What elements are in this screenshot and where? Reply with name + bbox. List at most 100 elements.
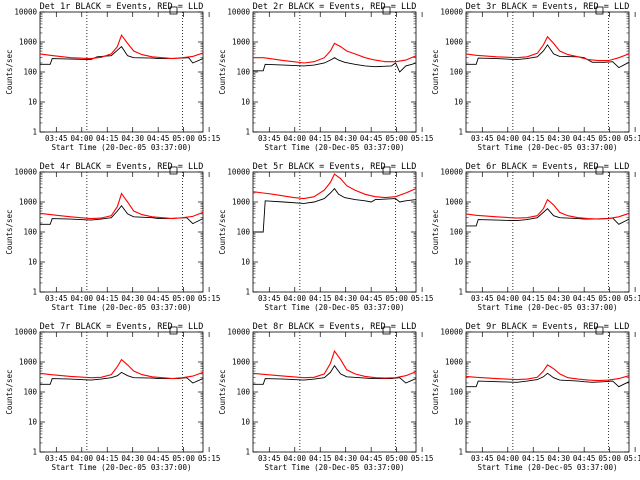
x-tick-label: 03:45: [258, 134, 281, 143]
lld-series-line: [252, 173, 417, 200]
x-tick-label: 05:00: [598, 294, 621, 303]
y-tick-label: 1000: [19, 358, 38, 367]
y-tick-label: 10000: [227, 328, 250, 337]
y-axis-label: Counts/sec: [218, 49, 227, 94]
y-tick-label: 1: [458, 288, 463, 297]
events-series-line: [466, 208, 630, 227]
y-axis-label: Counts/sec: [431, 49, 440, 94]
events-series-line: [466, 372, 630, 388]
x-tick-label: 04:00: [283, 294, 306, 303]
panel-8: Det 8r BLACK = Events, RED = LLD 1 10 100 10…: [218, 322, 433, 472]
panel-title: Det 1r BLACK = Events, RED = LLD: [40, 2, 204, 12]
x-tick-label: 04:45: [573, 454, 596, 463]
x-tick-label: 04:30: [547, 454, 570, 463]
panel-2: Det 2r BLACK = Events, RED = LLD 1 10 100 10…: [218, 2, 433, 152]
y-tick-label: 10: [454, 258, 464, 267]
y-tick-label: 10: [28, 418, 38, 427]
x-tick-label: 05:00: [598, 454, 621, 463]
x-tick-label: 03:45: [45, 294, 68, 303]
y-axis-label: Counts/sec: [5, 209, 14, 254]
lld-series-line: [465, 35, 630, 62]
y-tick-label: 1000: [445, 198, 464, 207]
x-axis-label: Start Time (20-Dec-05 03:37:00): [478, 143, 618, 152]
y-tick-label: 10000: [227, 8, 250, 17]
y-tick-label: 100: [23, 388, 37, 397]
y-tick-label: 1: [245, 448, 250, 457]
plot-frame: [39, 331, 204, 453]
x-tick-label: 03:45: [45, 134, 68, 143]
panel-9: Det 9r BLACK = Events, RED = LLD 1 10 100 10…: [431, 322, 640, 472]
y-tick-label: 1000: [445, 38, 464, 47]
y-tick-label: 10000: [14, 8, 37, 17]
events-series-line: [40, 204, 204, 225]
x-tick-label: 04:00: [496, 134, 519, 143]
x-tick-label: 05:00: [385, 454, 408, 463]
y-tick-label: 100: [449, 228, 463, 237]
y-tick-label: 10: [454, 418, 464, 427]
x-tick-label: 04:15: [309, 454, 332, 463]
x-tick-label: 04:30: [547, 294, 570, 303]
x-axis-label: Start Time (20-Dec-05 03:37:00): [265, 463, 405, 472]
y-axis-label: Counts/sec: [218, 369, 227, 414]
x-axis-label: Start Time (20-Dec-05 03:37:00): [265, 143, 405, 152]
plot-frame: [465, 171, 630, 293]
x-tick-label: 05:00: [172, 294, 195, 303]
x-axis-label: Start Time (20-Dec-05 03:37:00): [52, 143, 192, 152]
y-tick-label: 100: [23, 228, 37, 237]
x-tick-label: 04:30: [334, 454, 357, 463]
x-tick-label: 05:15: [198, 454, 221, 463]
marker-box: [595, 166, 604, 175]
y-tick-label: 10000: [440, 8, 463, 17]
x-tick-label: 05:15: [411, 134, 434, 143]
y-tick-label: 1000: [232, 198, 251, 207]
y-tick-label: 1000: [445, 358, 464, 367]
panel-7: Det 7r BLACK = Events, RED = LLD 1 10 100 10…: [5, 322, 220, 472]
y-tick-label: 1: [245, 128, 250, 137]
lld-series-line: [253, 42, 417, 64]
plot-frame: [465, 331, 630, 453]
y-tick-label: 1: [32, 128, 37, 137]
x-tick-label: 04:30: [121, 294, 144, 303]
x-tick-label: 04:00: [283, 134, 306, 143]
y-tick-label: 1000: [232, 358, 251, 367]
x-tick-label: 04:00: [70, 454, 93, 463]
y-tick-label: 1: [32, 288, 37, 297]
x-axis-label: Start Time (20-Dec-05 03:37:00): [478, 303, 618, 312]
x-tick-label: 04:15: [309, 294, 332, 303]
panel-title: Det 6r BLACK = Events, RED = LLD: [466, 162, 630, 172]
x-tick-label: 05:15: [624, 134, 640, 143]
x-tick-label: 04:30: [547, 134, 570, 143]
panel-1: Det 1r BLACK = Events, RED = LLD 1 10 100 10…: [5, 2, 220, 152]
y-tick-label: 100: [236, 228, 250, 237]
x-tick-label: 04:45: [147, 134, 170, 143]
marker-box: [382, 6, 391, 15]
y-tick-label: 10000: [440, 168, 463, 177]
y-tick-label: 1: [32, 448, 37, 457]
y-axis-label: Counts/sec: [5, 49, 14, 94]
y-tick-label: 100: [449, 68, 463, 77]
x-tick-label: 05:00: [598, 134, 621, 143]
panel-title: Det 7r BLACK = Events, RED = LLD: [40, 322, 204, 332]
x-tick-label: 03:45: [471, 454, 494, 463]
plot-frame: [252, 11, 417, 133]
x-tick-label: 04:45: [147, 454, 170, 463]
x-tick-label: 04:15: [522, 134, 545, 143]
marker-box: [169, 6, 178, 15]
y-tick-label: 10: [28, 258, 38, 267]
lld-series-line: [465, 198, 630, 220]
events-series-line: [253, 187, 417, 233]
x-tick-label: 05:00: [172, 134, 195, 143]
x-axis-label: Start Time (20-Dec-05 03:37:00): [265, 303, 405, 312]
marker-box: [595, 326, 604, 335]
events-series-line: [466, 44, 630, 69]
x-tick-label: 04:45: [573, 134, 596, 143]
x-tick-label: 04:15: [96, 294, 119, 303]
x-tick-label: 04:00: [496, 454, 519, 463]
y-tick-label: 1: [458, 448, 463, 457]
marker-box: [382, 166, 391, 175]
y-axis-label: Counts/sec: [218, 209, 227, 254]
y-tick-label: 1000: [232, 38, 251, 47]
y-axis-label: Counts/sec: [431, 209, 440, 254]
x-tick-label: 04:00: [70, 134, 93, 143]
lld-series-line: [39, 192, 204, 220]
